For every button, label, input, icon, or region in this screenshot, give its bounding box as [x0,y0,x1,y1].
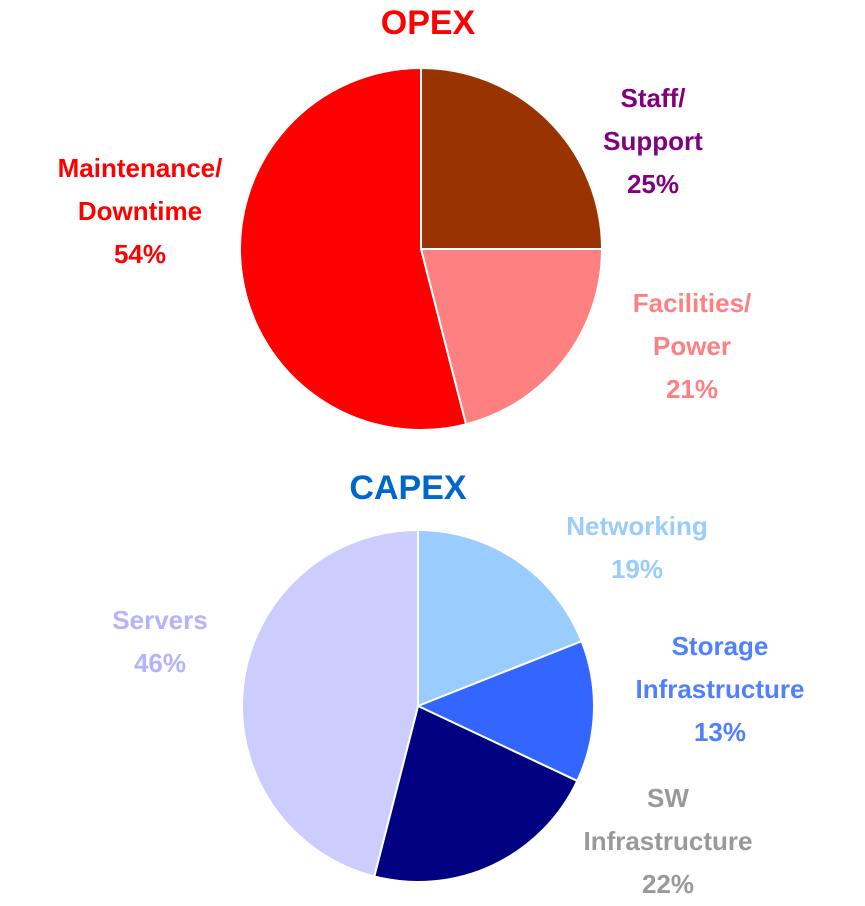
pie-slice [420,66,604,250]
slice-label: Staff/Support [603,83,703,156]
slice-value-label: 13% [694,717,746,747]
slice-value-label: 22% [642,869,694,899]
slice-label: Storage Infrastructure [635,631,804,704]
slice-value-label: 46% [134,648,186,678]
chart-title: CAPEX [349,469,466,507]
pie-slice [417,528,583,708]
pie-slice [415,639,595,783]
chart-title: OPEX [381,4,476,42]
slice-label: Networking [566,511,708,541]
slice-value-label: 25% [627,169,679,199]
pie-slice [239,66,468,431]
slice-label: Maintenance/Downtime [58,153,223,226]
pie-slice [241,528,419,878]
slice-label: SW Infrastructure [583,783,752,856]
pie-slice [373,704,579,883]
slice-label: Servers [112,605,207,635]
slice-label: Facilities/Power [633,288,752,361]
pie-slice [419,248,604,426]
slice-value-label: 19% [611,554,663,584]
slice-value-label: 54% [114,239,166,269]
slice-value-label: 21% [666,374,718,404]
